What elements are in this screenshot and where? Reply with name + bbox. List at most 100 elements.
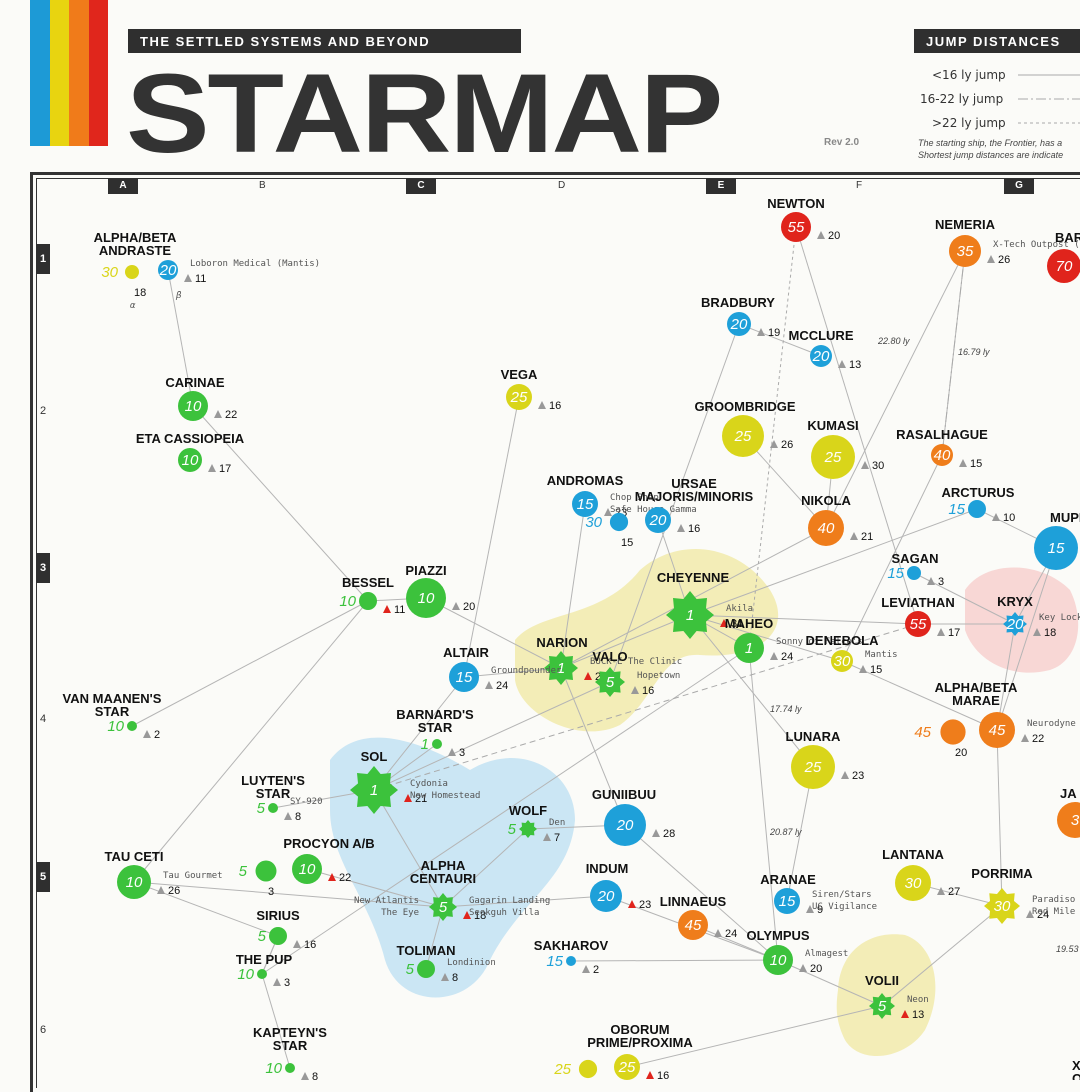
planet-count: 18 <box>474 910 486 922</box>
column-label-b: B <box>259 180 266 191</box>
system-location-label: Cydonia <box>410 779 448 789</box>
system-volii[interactable]: 5 VOLII 13 Neon <box>865 973 929 1021</box>
system-location-label: New Homestead <box>410 791 480 801</box>
system-barde[interactable]: 70 BARDE <box>1047 230 1080 283</box>
system-ja[interactable]: 3 JA <box>1057 786 1080 838</box>
legend-banner: JUMP DISTANCES <box>914 29 1080 53</box>
jump-route <box>570 959 779 962</box>
system-leviathan[interactable]: 55 LEVIATHAN 17 <box>881 595 960 639</box>
system-name: ALPHA <box>421 858 466 873</box>
planet-count: 8 <box>295 811 301 823</box>
column-label-c: C <box>417 180 425 191</box>
system-planet-marker <box>417 960 435 978</box>
system-groombridge[interactable]: 25 GROOMBRIDGE 26 <box>694 399 796 457</box>
planet-count-icon <box>714 929 722 937</box>
system-nemeria[interactable]: 35 NEMERIA 26 X-Tech Outpost (Ryujin) <box>935 217 1080 267</box>
system-cheyenne[interactable]: 1 CHEYENNE 31 Akila <box>657 570 753 639</box>
system-planet-marker <box>831 650 853 672</box>
system-level: 10 <box>339 593 356 610</box>
system-planet-marker <box>572 491 598 517</box>
system-wolf[interactable]: 5 WOLF 7 Den <box>508 803 566 844</box>
system-porrima[interactable]: 30 PORRIMA 24 Paradiso Red Mile <box>971 866 1075 924</box>
system-star-marker <box>519 820 537 838</box>
system-indum[interactable]: 20 INDUM 23 <box>586 861 652 912</box>
system-star-marker <box>544 651 578 685</box>
system-planet-marker <box>811 435 855 479</box>
system-maheo[interactable]: 1 MAHEO 24 Sonny di Falco's <box>725 616 863 663</box>
system-planet-marker <box>949 235 981 267</box>
column-label-g: G <box>1015 180 1023 191</box>
companion-star-marker <box>125 265 139 279</box>
system-xi-zeta-ophiuchi[interactable]: XI/ZETOPHIU <box>1072 1058 1080 1080</box>
faction-regions <box>330 548 1079 1057</box>
system-olympus[interactable]: 10 OLYMPUS 20 Almagest <box>746 928 848 975</box>
system-muphri[interactable]: 15MUPHRIUCN-48 <box>1034 510 1080 570</box>
system-lantana[interactable]: 30 LANTANA 27 <box>882 847 960 901</box>
system-planet-marker <box>178 448 202 472</box>
system-vega[interactable]: 25 VEGA 16 <box>501 367 562 412</box>
system-bradbury[interactable]: 20 BRADBURY 19 <box>701 295 780 339</box>
system-toliman[interactable]: 5 TOLIMAN 8 Londinion <box>397 943 496 984</box>
system-tau-ceti[interactable]: 10 TAU CETI 26 Tau Gourmet <box>105 849 223 899</box>
system-location-label: New Atlantis <box>354 896 419 906</box>
system-aranae[interactable]: 15 ARANAE 9 Siren/Stars UC Vigilance <box>760 872 877 916</box>
system-sol[interactable]: 1 SOL 21 Cydonia New Homestead <box>350 749 480 814</box>
planet-count-icon <box>404 794 412 802</box>
system-lunara[interactable]: 25 LUNARA 23 <box>786 729 865 789</box>
system-valo[interactable]: 5 VALO 16 Hopetown <box>592 649 680 697</box>
system-name: CARINAE <box>165 375 225 390</box>
legend-note-2: Shortest jump distances are indicate <box>918 150 1064 160</box>
system-kryx[interactable]: 20 KRYX 18 Key Lock <box>997 594 1080 639</box>
system-rasalhague[interactable]: 40 RASALHAGUE 15 <box>896 427 988 470</box>
system-linnaeus[interactable]: 45 LINNAEUS 24 <box>660 894 737 940</box>
system-nikola[interactable]: 40 NIKOLA 21 <box>801 493 873 546</box>
system-piazzi[interactable]: 10 PIAZZI 20 <box>405 563 475 618</box>
system-narion[interactable]: 1NARION27BUCK-E The Clinic <box>536 635 682 685</box>
system-eta-cassiopeia[interactable]: 10 ETA CASSIOPEIA 17 <box>136 431 245 475</box>
jump-route <box>133 881 279 937</box>
system-name: SOL <box>361 749 388 764</box>
system-level: 5 <box>406 961 415 978</box>
system-kumasi[interactable]: 25 KUMASI 30 <box>807 418 884 479</box>
color-stripes <box>30 0 108 146</box>
system-procyon-a-b[interactable]: 10 PROCYON A/B 22 5 3 <box>239 836 375 898</box>
system-name: ALPHA/BETA <box>94 230 177 245</box>
system-mcclure[interactable]: 20 MCCLURE 13 <box>789 328 862 371</box>
system-newton[interactable]: 55 NEWTON 20 <box>767 196 840 242</box>
system-level: 30 <box>905 875 922 892</box>
system-planet-marker <box>791 745 835 789</box>
map-title: STARMAP <box>126 51 723 176</box>
system-location-label: Key Lock <box>1039 613 1080 623</box>
system-bessel[interactable]: 10 BESSEL 11 <box>339 575 405 616</box>
system-level: 5 <box>508 821 517 838</box>
legend-row-short: <16 ly jump <box>932 68 1006 82</box>
system-level: 3 <box>1071 812 1080 829</box>
planet-count: 8 <box>312 1071 318 1080</box>
system-level: 15 <box>779 893 796 910</box>
jump-route <box>689 508 978 616</box>
planet-count-icon <box>214 410 222 418</box>
system-carinae[interactable]: 10 CARINAE 22 <box>165 375 237 421</box>
system-denebola[interactable]: 30 DENEBOLA 15 Mantis <box>806 633 898 676</box>
system-planet-marker <box>781 212 811 242</box>
companion-star-marker <box>609 512 629 532</box>
system-guniibuu[interactable]: 20 GUNIIBUU 28 <box>592 787 675 846</box>
stripe-orange <box>69 0 89 146</box>
system-sirius[interactable]: 5 SIRIUS 16 <box>256 908 316 951</box>
system-altair[interactable]: 15 ALTAIR 24 Groundpounder <box>443 645 562 692</box>
system-name: TOLIMAN <box>397 943 456 958</box>
